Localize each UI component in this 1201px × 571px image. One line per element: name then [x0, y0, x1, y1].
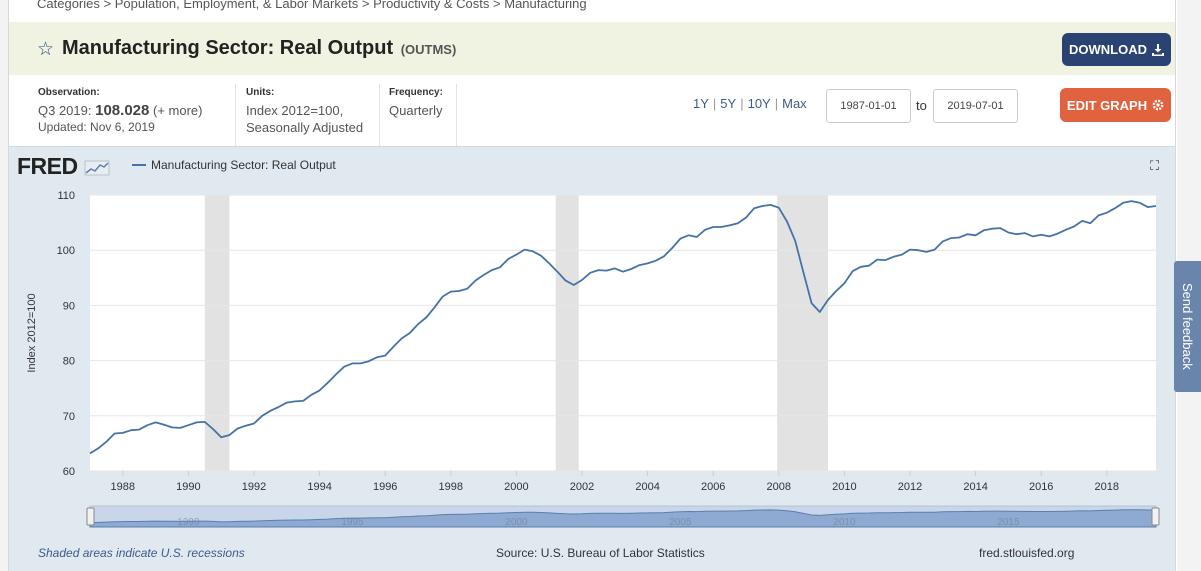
observation-value: 108.028: [95, 102, 150, 119]
page-title: Manufacturing Sector: Real Output (OUTMS…: [62, 37, 456, 60]
legend-label: Manufacturing Sector: Real Output: [151, 158, 336, 172]
more-observations-link[interactable]: (+ more): [152, 103, 203, 118]
send-feedback-tab[interactable]: Send feedback: [1174, 261, 1201, 392]
range-1y[interactable]: 1Y: [693, 96, 709, 111]
breadcrumb-separator: >: [493, 0, 501, 11]
navigator-handle-left[interactable]: [86, 507, 95, 526]
units-label: Units:: [246, 87, 275, 98]
x-tick-label: 2018: [1095, 481, 1119, 493]
breadcrumb-separator: >: [103, 0, 112, 11]
range-selector: 1Y | 5Y | 10Y | Max: [693, 96, 807, 111]
x-tick-label: 1996: [373, 481, 397, 493]
breadcrumb-item-categories[interactable]: Categories: [37, 0, 100, 11]
x-tick-label: 2000: [504, 481, 528, 493]
favorite-star-icon[interactable]: ☆: [37, 39, 55, 60]
divider: [379, 84, 380, 146]
x-tick-label: 2006: [701, 481, 725, 493]
units-block: Units: Index 2012=100, Seasonally Adjust…: [246, 84, 381, 136]
observation-period: Q3 2019:: [38, 103, 92, 118]
chart-legend: Manufacturing Sector: Real Output: [132, 158, 336, 172]
divider: [235, 84, 236, 146]
gear-icon: [1152, 99, 1164, 111]
send-feedback-label: Send feedback: [1180, 283, 1195, 370]
edit-graph-label: EDIT GRAPH: [1066, 97, 1148, 113]
fullscreen-icon[interactable]: ⛶: [1150, 158, 1160, 173]
navigator-year-label: 1995: [341, 517, 364, 528]
observation-block: Observation: Q3 2019: 108.028 (+ more) U…: [38, 84, 238, 136]
x-tick-label: 1998: [439, 481, 463, 493]
breadcrumb: Categories > Population, Employment, & L…: [37, 0, 587, 11]
navigator-series: [89, 509, 1157, 528]
breadcrumb-item-manufacturing[interactable]: Manufacturing: [504, 0, 587, 11]
breadcrumb-separator: >: [361, 0, 370, 11]
x-tick-label: 2008: [767, 481, 791, 493]
fred-logo: FRED: [17, 153, 110, 180]
frequency-label: Frequency:: [389, 87, 443, 98]
navigator-year-label: 2015: [997, 517, 1020, 528]
x-tick-label: 2010: [832, 481, 856, 493]
fred-logo-chart-icon: [84, 160, 109, 176]
recession-band: [777, 195, 828, 471]
x-tick-label: 1988: [111, 481, 135, 493]
x-tick-label: 2002: [570, 481, 594, 493]
site-credit: fred.stlouisfed.org: [979, 546, 1075, 560]
range-10y[interactable]: 10Y: [747, 96, 771, 111]
frequency-block: Frequency: Quarterly: [389, 84, 459, 119]
download-icon: [1152, 43, 1164, 56]
divider: [456, 84, 457, 146]
y-tick-label: 80: [63, 356, 75, 368]
data-source: Source: U.S. Bureau of Labor Statistics: [496, 546, 705, 560]
recession-band: [555, 195, 579, 471]
navigator-year-label: 2000: [505, 517, 528, 528]
observation-label: Observation:: [38, 87, 100, 98]
series-title: Manufacturing Sector: Real Output: [62, 37, 394, 59]
navigator-year-label: 1990: [177, 517, 200, 528]
end-date-input[interactable]: 2019-07-01: [933, 89, 1018, 123]
x-tick-label: 1994: [307, 481, 331, 493]
navigator-handle-right[interactable]: [1151, 507, 1160, 526]
units-line-2: Seasonally Adjusted: [246, 120, 364, 135]
y-axis-label: Index 2012=100: [26, 293, 38, 372]
edit-graph-button[interactable]: EDIT GRAPH: [1060, 88, 1171, 122]
page-gutter-left: [0, 0, 8, 571]
navigator-year-label: 2010: [833, 517, 856, 528]
plot-background: [90, 195, 1156, 471]
download-label: DOWNLOAD: [1069, 42, 1147, 57]
to-label: to: [916, 98, 927, 113]
y-tick-label: 90: [63, 300, 75, 312]
range-max[interactable]: Max: [782, 96, 807, 111]
breadcrumb-item-population[interactable]: Population, Employment, & Labor Markets: [114, 0, 359, 11]
legend-swatch: [132, 164, 146, 166]
fred-logo-text: FRED: [17, 153, 78, 179]
x-tick-label: 2016: [1029, 481, 1053, 493]
y-tick-label: 100: [57, 245, 75, 257]
units-line-1: Index 2012=100,: [246, 103, 344, 118]
range-5y[interactable]: 5Y: [720, 96, 737, 111]
x-tick-label: 2012: [898, 481, 922, 493]
x-tick-label: 1992: [242, 481, 266, 493]
x-tick-label: 2004: [635, 481, 659, 493]
series-code: (OUTMS): [400, 42, 457, 57]
navigator-year-label: 2005: [669, 517, 692, 528]
y-tick-label: 70: [63, 411, 75, 423]
x-tick-label: 1990: [176, 481, 200, 493]
download-button[interactable]: DOWNLOAD: [1062, 33, 1171, 66]
updated-date: Updated: Nov 6, 2019: [38, 120, 155, 134]
line-chart: 60 70 80 90 100 110 1988 1990 1992 1994 1996 1998 20…: [26, 190, 1160, 528]
y-tick-label: 110: [57, 190, 75, 202]
frequency-value: Quarterly: [389, 103, 443, 118]
title-bar: [9, 22, 1175, 75]
recession-note[interactable]: Shaded areas indicate U.S. recessions: [38, 546, 245, 560]
breadcrumb-item-productivity[interactable]: Productivity & Costs: [373, 0, 490, 11]
y-tick-label: 60: [63, 466, 75, 478]
recession-band: [204, 195, 230, 471]
start-date-input[interactable]: 1987-01-01: [826, 89, 911, 123]
x-tick-label: 2014: [963, 481, 987, 493]
series-line: [89, 200, 1157, 455]
